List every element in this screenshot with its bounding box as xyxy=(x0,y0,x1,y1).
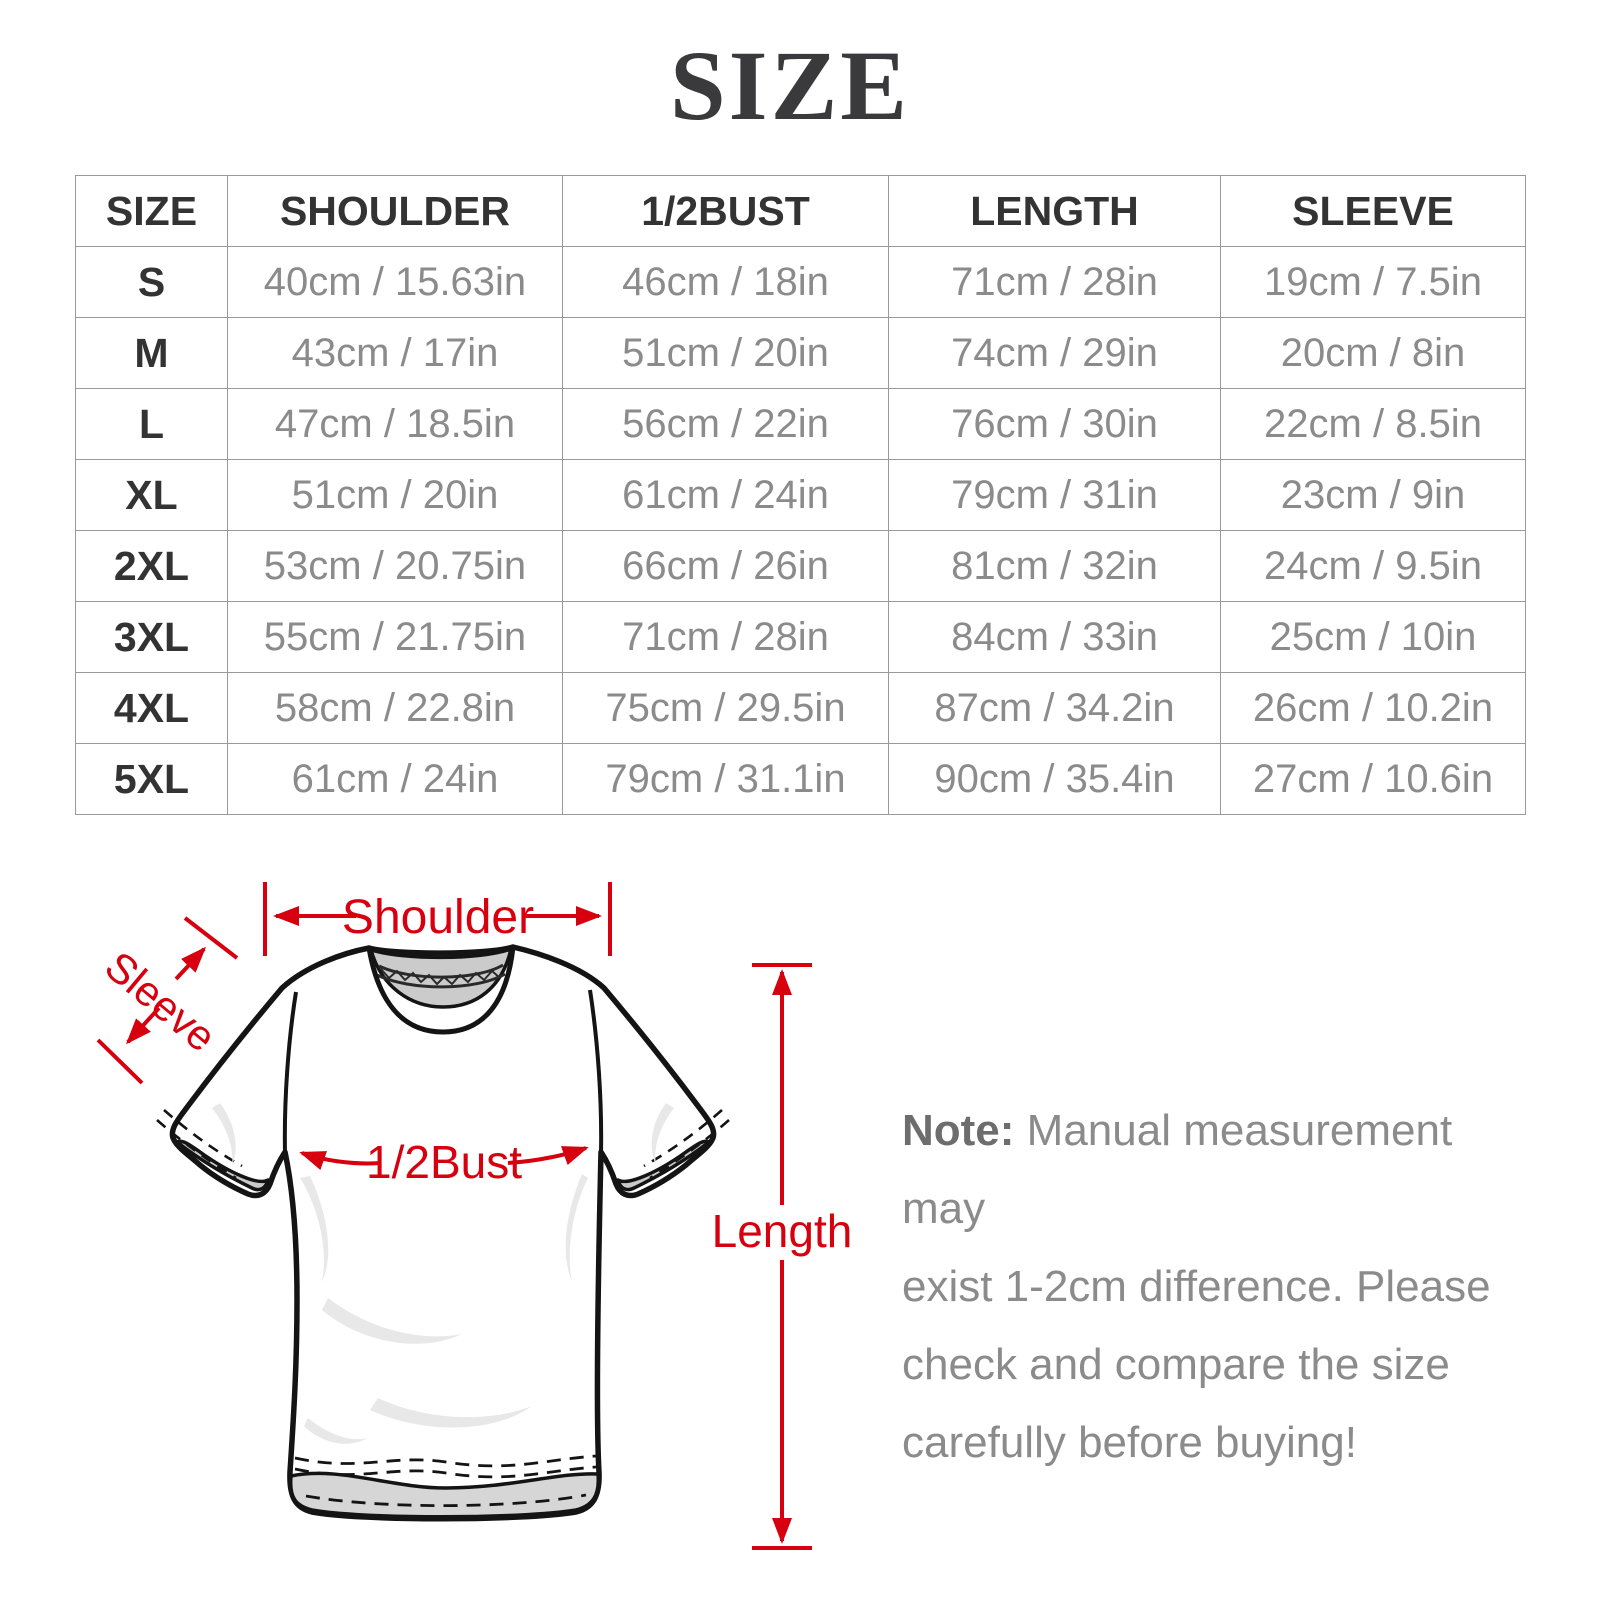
size-label-cell: 3XL xyxy=(75,601,228,673)
right-cuff-inner xyxy=(616,1139,711,1192)
tshirt-outline-graphic xyxy=(156,944,730,1522)
measurement-cell: 61cm / 24in xyxy=(562,459,889,531)
note-line: Note: Manual measurement may xyxy=(902,1092,1542,1248)
table-row: L 47cm / 18.5in 56cm / 22in 76cm / 30in 22cm… xyxy=(75,388,1526,460)
note-block: Note: Manual measurement may exist 1-2cm… xyxy=(902,1092,1542,1482)
right-sleeve-seam xyxy=(588,989,604,1153)
measurement-cell: 40cm / 15.63in xyxy=(227,246,563,318)
measurement-cell: 75cm / 29.5in xyxy=(562,672,889,744)
half-bust-label: 1/2Bust xyxy=(366,1136,522,1188)
measurement-cell: 43cm / 17in xyxy=(227,317,563,389)
measurement-cell: 61cm / 24in xyxy=(227,743,563,815)
table-row: 5XL 61cm / 24in 79cm / 31.1in 90cm / 35.4in… xyxy=(75,743,1526,815)
note-line: exist 1-2cm difference. Please xyxy=(902,1262,1491,1311)
measurement-cell: 27cm / 10.6in xyxy=(1220,743,1526,815)
measurement-cell: 47cm / 18.5in xyxy=(227,388,563,460)
measurement-cell: 46cm / 18in xyxy=(562,246,889,318)
column-header: SIZE xyxy=(75,175,228,247)
table-row: XL 51cm / 20in 61cm / 24in 79cm / 31in 23cm … xyxy=(75,459,1526,531)
measurement-cell: 19cm / 7.5in xyxy=(1220,246,1526,318)
measurement-cell: 71cm / 28in xyxy=(888,246,1221,318)
note-line: carefully before buying! xyxy=(902,1418,1357,1467)
table-row: S 40cm / 15.63in 46cm / 18in 71cm / 28in 19c… xyxy=(75,246,1526,318)
measurement-cell: 79cm / 31.1in xyxy=(562,743,889,815)
note-text: Manual measurement may xyxy=(902,1106,1453,1233)
table-row: 3XL 55cm / 21.75in 71cm / 28in 84cm / 33in 2… xyxy=(75,601,1526,673)
shoulder-measure-arrow xyxy=(263,882,612,956)
left-cuff-inner xyxy=(175,1139,270,1192)
measurement-cell: 22cm / 8.5in xyxy=(1220,388,1526,460)
size-table-body: S 40cm / 15.63in 46cm / 18in 71cm / 28in 19c… xyxy=(75,246,1526,815)
size-label-cell: 4XL xyxy=(75,672,228,744)
table-row: 4XL 58cm / 22.8in 75cm / 29.5in 87cm / 34.2… xyxy=(75,672,1526,744)
tshirt-measurement-diagram: Shoulder Sleeve 1/2Bust Length xyxy=(60,860,880,1600)
size-label-cell: 2XL xyxy=(75,530,228,602)
column-header: 1/2BUST xyxy=(562,175,889,247)
size-label-cell: XL xyxy=(75,459,228,531)
measurement-cell: 66cm / 26in xyxy=(562,530,889,602)
size-table-header: SIZE SHOULDER 1/2BUST LENGTH SLEEVE xyxy=(75,175,1526,247)
measurement-cell: 56cm / 22in xyxy=(562,388,889,460)
measurement-cell: 26cm / 10.2in xyxy=(1220,672,1526,744)
length-label: Length xyxy=(712,1205,853,1257)
length-measure-arrow xyxy=(752,963,812,1550)
bust-measure-arrow xyxy=(299,1146,589,1171)
measurement-cell: 71cm / 28in xyxy=(562,601,889,673)
measurement-cell: 24cm / 9.5in xyxy=(1220,530,1526,602)
measurement-cell: 23cm / 9in xyxy=(1220,459,1526,531)
note-line: check and compare the size xyxy=(902,1340,1450,1389)
column-header: SLEEVE xyxy=(1220,175,1526,247)
hem-stitching xyxy=(294,1454,597,1508)
shoulder-label: Shoulder xyxy=(342,891,534,944)
column-header: SHOULDER xyxy=(227,175,563,247)
measurement-cell: 58cm / 22.8in xyxy=(227,672,563,744)
measurement-cell: 25cm / 10in xyxy=(1220,601,1526,673)
table-row: M 43cm / 17in 51cm / 20in 74cm / 29in 20cm /… xyxy=(75,317,1526,389)
size-label-cell: M xyxy=(75,317,228,389)
size-label-cell: 5XL xyxy=(75,743,228,815)
table-row: 2XL 53cm / 20.75in 66cm / 26in 81cm / 32in 2… xyxy=(75,530,1526,602)
tshirt-diagram-svg: Shoulder Sleeve 1/2Bust Length xyxy=(96,882,853,1550)
measurement-annotations xyxy=(96,882,812,1550)
measurement-cell: 20cm / 8in xyxy=(1220,317,1526,389)
measurement-cell: 51cm / 20in xyxy=(227,459,563,531)
measurement-cell: 55cm / 21.75in xyxy=(227,601,563,673)
header-row: SIZE SHOULDER 1/2BUST LENGTH SLEEVE xyxy=(75,175,1526,247)
measurement-cell: 51cm / 20in xyxy=(562,317,889,389)
sleeve-measure-arrow xyxy=(96,916,239,1085)
left-sleeve-seam xyxy=(282,991,298,1153)
collar-front-band xyxy=(366,946,516,1035)
measurement-cell: 53cm / 20.75in xyxy=(227,530,563,602)
collar-stitch-band xyxy=(376,963,506,989)
page-title: SIZE xyxy=(670,30,910,141)
measurement-cell: 79cm / 31in xyxy=(888,459,1221,531)
measurement-cell: 76cm / 30in xyxy=(888,388,1221,460)
measurement-cell: 84cm / 33in xyxy=(888,601,1221,673)
note-label: Note: xyxy=(902,1106,1015,1155)
size-label-cell: L xyxy=(75,388,228,460)
size-table: SIZE SHOULDER 1/2BUST LENGTH SLEEVE S 40cm / … xyxy=(75,175,1526,815)
measurement-cell: 74cm / 29in xyxy=(888,317,1221,389)
measurement-cell: 87cm / 34.2in xyxy=(888,672,1221,744)
hem-fold xyxy=(288,1471,601,1519)
sleeve-label: Sleeve xyxy=(96,942,225,1061)
tshirt-body-shape xyxy=(169,944,717,1522)
size-label-cell: S xyxy=(75,246,228,318)
fabric-wrinkles xyxy=(212,1103,674,1444)
measurement-cell: 90cm / 35.4in xyxy=(888,743,1221,815)
measurement-cell: 81cm / 32in xyxy=(888,530,1221,602)
column-header: LENGTH xyxy=(888,175,1221,247)
